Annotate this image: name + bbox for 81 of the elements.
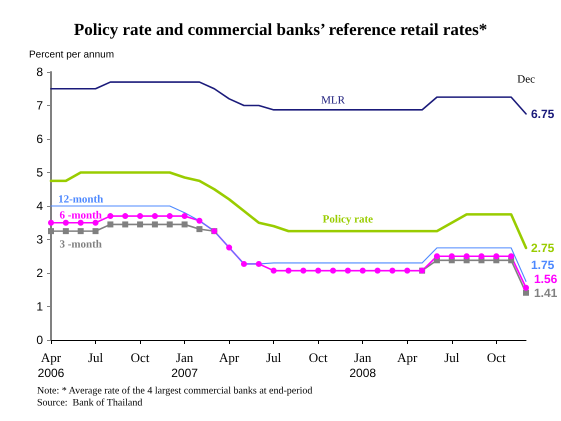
point [226, 244, 232, 251]
annotation: Dec [517, 74, 536, 86]
point [152, 213, 158, 220]
point [286, 268, 292, 274]
y-tick-label: 6 [36, 132, 44, 146]
x-tick-label: Jan 2007 [171, 350, 198, 380]
point [523, 290, 529, 296]
text: Note: * Average rate of the 4 largest commercial banks at end-period [37, 386, 312, 396]
y-tick-label: 4 [36, 199, 44, 213]
y-tick-label: 8 [36, 65, 44, 79]
point [374, 268, 381, 274]
point [152, 221, 158, 228]
series-label: 3 -month [59, 238, 102, 251]
point [300, 268, 306, 274]
point [270, 268, 277, 274]
y-tick-label: 2 [36, 266, 44, 280]
data-label: 1.75 [531, 258, 555, 272]
data-label: 2.75 [531, 240, 555, 255]
point [122, 213, 128, 220]
point [182, 221, 188, 228]
point [523, 284, 529, 291]
point [182, 213, 188, 220]
x-tick-label: Jul [444, 350, 460, 365]
point [137, 213, 144, 220]
point [448, 253, 455, 260]
point [196, 226, 202, 232]
point [344, 268, 351, 274]
point [166, 213, 173, 220]
point [62, 220, 69, 226]
series-label: 6 -month [59, 209, 102, 222]
y-axis-title: Percent per annum [29, 50, 114, 60]
series-label: Policy rate [322, 214, 374, 226]
point [240, 260, 247, 267]
line-series [50, 205, 527, 282]
point [107, 213, 114, 220]
point [493, 253, 500, 260]
data-label: 1.56 [534, 272, 558, 286]
x-tick-label: Jan 2008 [349, 350, 376, 380]
x-tick-label: Jul [88, 350, 104, 365]
point [256, 260, 262, 267]
point [389, 268, 396, 274]
x-tick-label: Apr 2006 [38, 350, 65, 380]
y-tick-label: 1 [36, 300, 44, 314]
data-label: 1.41 [534, 286, 558, 300]
point [434, 253, 440, 260]
y-tick-label: 0 [36, 333, 44, 347]
x-tick-label: Apr [397, 350, 418, 365]
point [166, 221, 173, 228]
point [464, 253, 470, 260]
point [92, 220, 99, 226]
point [48, 228, 54, 234]
point [48, 220, 54, 226]
x-tick-label: Oct [308, 350, 328, 365]
x-tick-label: Jul [266, 350, 282, 365]
point [78, 228, 84, 234]
y-tick-label: 5 [36, 166, 44, 180]
point [315, 268, 322, 274]
line-series [50, 81, 527, 115]
series-label: MLR [321, 94, 346, 106]
point [360, 268, 366, 274]
point [78, 220, 84, 226]
x-tick-label: Apr [219, 350, 240, 365]
point [92, 228, 99, 234]
point [330, 268, 336, 274]
y-tick-label: 7 [36, 98, 44, 112]
source-note: Source: Bank of Thailand [37, 398, 142, 408]
point [62, 228, 69, 234]
series-label: 12-month [58, 194, 104, 206]
point [478, 253, 484, 260]
point [107, 221, 114, 228]
point [137, 221, 144, 228]
point [122, 221, 128, 228]
point [508, 253, 514, 260]
point [196, 218, 202, 224]
chart-title: Policy rate and commercial banks’ reference retail rates* [74, 20, 488, 39]
data-label: 6.75 [531, 106, 555, 121]
line-series [50, 171, 528, 250]
point [404, 268, 410, 274]
x-tick-label: Oct [130, 350, 150, 365]
y-tick-label: 3 [36, 232, 44, 246]
x-tick-label: Oct [486, 350, 506, 365]
